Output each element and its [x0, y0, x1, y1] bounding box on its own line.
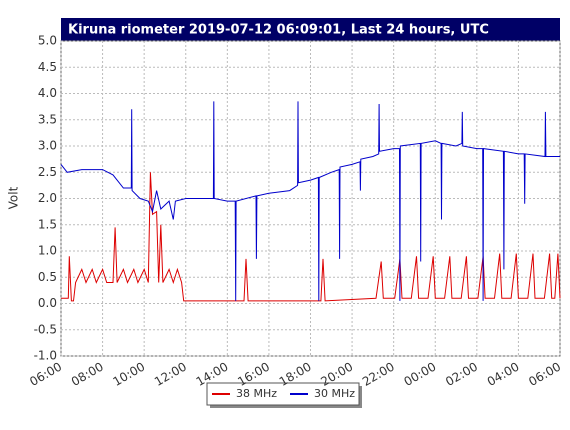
- chart-title: Kiruna riometer 2019-07-12 06:09:01, Las…: [68, 23, 489, 38]
- y-tick-label: 1.5: [38, 217, 57, 231]
- series-line: [61, 172, 561, 302]
- y-tick-label: 1.0: [38, 244, 57, 258]
- x-tick-label: 08:00: [69, 360, 106, 389]
- y-tick-label: 0.5: [38, 270, 57, 284]
- x-tick-label: 06:00: [526, 360, 563, 389]
- legend-label: 30 MHz: [314, 387, 355, 400]
- y-tick-label: 5.0: [38, 34, 57, 48]
- legend: 38 MHz 30 MHz: [206, 382, 362, 408]
- title-bar: [61, 18, 560, 41]
- y-tick-label: 2.5: [38, 165, 57, 179]
- y-tick-label: -1.0: [34, 349, 57, 363]
- y-tick-label: 4.5: [38, 60, 57, 74]
- y-tick-label: -0.5: [34, 322, 57, 336]
- x-tick-label: 06:00: [27, 360, 64, 389]
- x-tick-label: 10:00: [110, 360, 147, 389]
- legend-label: 38 MHz: [236, 387, 277, 400]
- x-tick-label: 22:00: [360, 360, 397, 389]
- y-tick-label: 3.0: [38, 139, 57, 153]
- y-tick-label: 3.5: [38, 112, 57, 126]
- x-tick-label: 04:00: [485, 360, 522, 389]
- y-axis-label: Volt: [7, 186, 21, 209]
- y-tick-label: 2.0: [38, 191, 57, 205]
- y-tick-label: 4.0: [38, 86, 57, 100]
- x-tick-label: 02:00: [443, 360, 480, 389]
- x-tick-label: 00:00: [402, 360, 439, 389]
- x-tick-label: 12:00: [152, 360, 189, 389]
- series-line: [60, 101, 560, 301]
- y-tick-label: 0.0: [38, 296, 57, 310]
- legend-box: [206, 382, 360, 406]
